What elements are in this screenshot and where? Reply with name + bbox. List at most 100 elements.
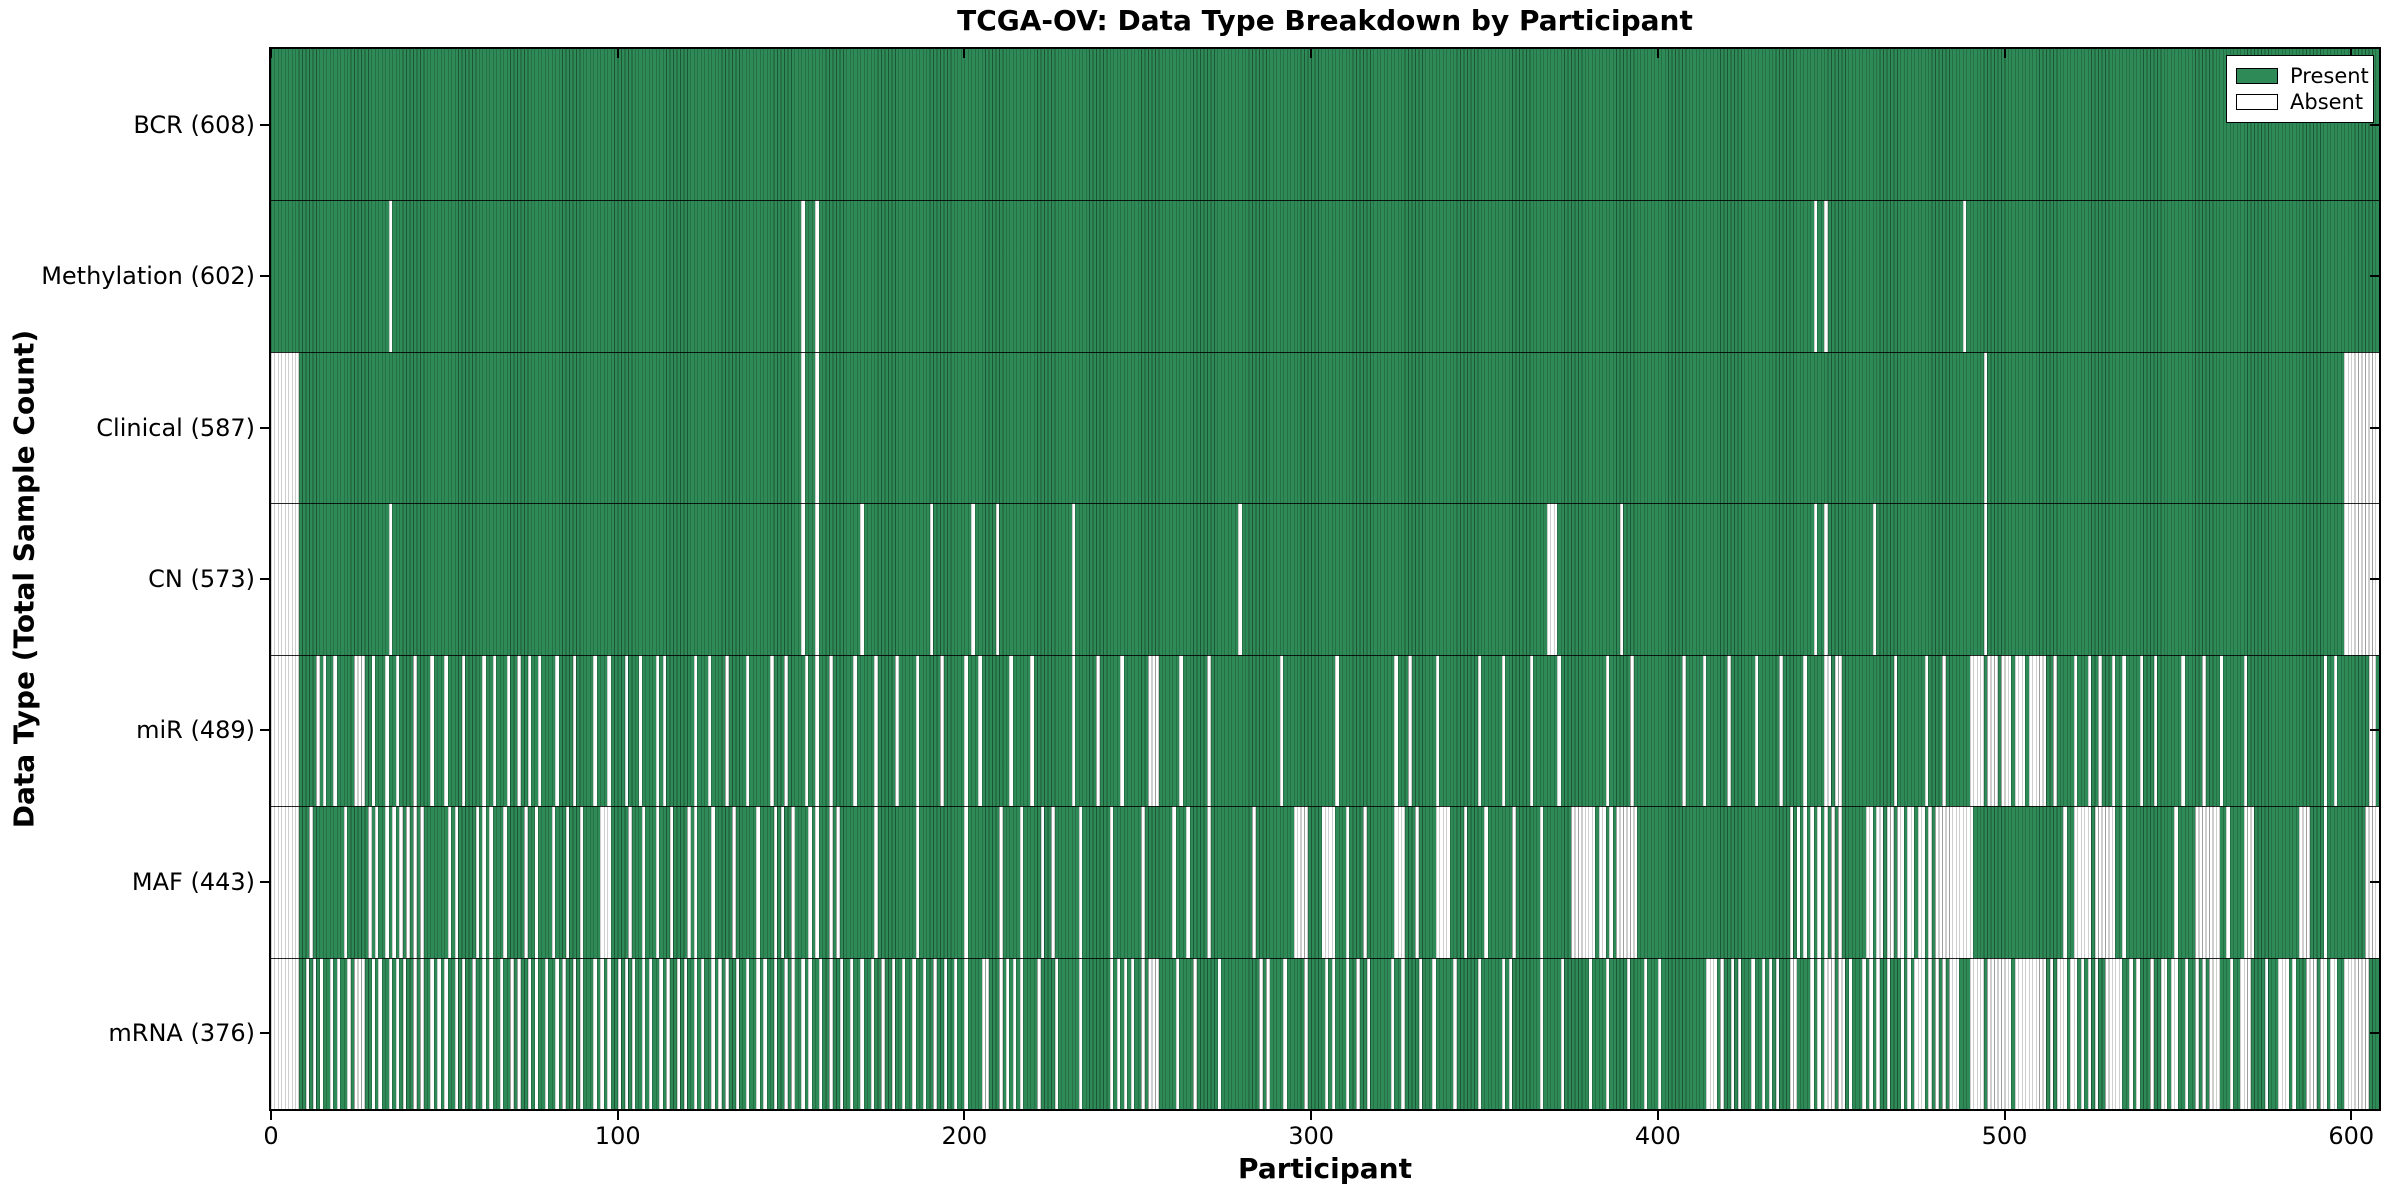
absent-run [336,957,341,1109]
absent-run [402,957,407,1109]
absent-run [659,957,663,1109]
absent-run [676,957,681,1109]
absent-run [527,957,532,1109]
absent-run [437,957,441,1109]
absent-run [631,957,636,1109]
absent-run [829,654,833,807]
absent-run [368,806,372,958]
absent-run [271,351,299,504]
absent-run [1078,806,1083,958]
absent-run [1616,806,1638,958]
absent-run [1283,957,1287,1109]
absent-run [2153,654,2158,807]
absent-run [2299,806,2310,958]
absent-run [482,957,486,1109]
absent-run [829,806,833,958]
absent-run [392,806,396,958]
legend-swatch-absent [2236,94,2278,110]
absent-run [964,957,968,1109]
absent-run [815,654,819,807]
absent-run [593,957,597,1109]
absent-run [2333,654,2338,807]
ytick-mark [260,123,269,126]
absent-run [461,654,466,807]
absent-run [305,957,310,1109]
absent-run [1962,200,1967,352]
absent-run [1803,806,1807,958]
absent-run [2087,654,2092,807]
absent-run [1619,503,1624,655]
absent-run [1051,806,1055,958]
absent-run [420,806,424,958]
absent-run [1560,957,1565,1109]
absent-run [371,654,375,807]
legend-entry-present: Present [2236,63,2369,89]
absent-run [2139,654,2144,807]
absent-run [1942,957,1946,1109]
absent-run [323,654,327,807]
absent-run [354,654,365,807]
absent-run [870,957,875,1109]
absent-run [1886,806,1894,958]
absent-run [2170,957,2178,1109]
absent-run [2136,957,2140,1109]
absent-run [1266,957,1270,1109]
absent-run [628,806,632,958]
absent-run [1817,957,1821,1109]
ytick-mark-right [2370,1032,2379,1035]
absent-run [1727,654,1731,807]
absent-run [1012,957,1017,1109]
absent-run [1935,957,1939,1109]
absent-run [940,654,944,807]
xtick-mark [616,1111,619,1120]
absent-run [527,654,532,807]
absent-run [655,806,660,958]
absent-run [1824,200,1828,352]
xtick-mark-top [270,49,272,58]
absent-run [1172,806,1176,958]
absent-run [343,806,348,958]
absent-run [444,654,448,807]
absent-run [1869,957,1873,1109]
absent-run [669,806,674,958]
absent-run [808,957,812,1109]
absent-run [1148,957,1159,1109]
absent-run [2087,957,2092,1109]
absent-run [572,654,577,807]
absent-run [1900,957,1904,1109]
xtick-mark [963,1111,966,1120]
absent-run [912,957,916,1109]
absent-run [1813,200,1818,352]
absent-run [1817,806,1821,958]
absent-run [1605,654,1610,807]
ytick-label-miR: miR (489) [136,716,255,745]
absent-run [2219,654,2223,807]
absent-run [881,957,885,1109]
absent-run [2122,806,2126,958]
absent-run [1037,957,1041,1109]
absent-run [1304,957,1308,1109]
ytick-mark-right [2370,578,2379,580]
absent-run [1071,503,1076,655]
absent-run [2240,957,2251,1109]
absent-run [1824,806,1828,958]
absent-run [454,806,459,958]
absent-run [860,957,864,1109]
absent-run [1120,654,1124,807]
absent-run [1935,806,1974,958]
absent-run [2028,654,2047,807]
absent-run [1415,806,1419,958]
absent-run [2226,806,2230,958]
absent-run [929,503,934,655]
absent-run [510,957,514,1109]
absent-run [1019,957,1024,1109]
absent-run [2094,806,2116,958]
absent-run [1345,957,1350,1109]
xtick-label-0: 0 [263,1122,279,1150]
plot-area [269,47,2381,1111]
ytick-label-BCR: BCR (608) [133,110,255,139]
row-divider [271,351,2379,353]
absent-run [711,957,715,1109]
absent-run [648,957,653,1109]
absent-run [1238,503,1242,655]
